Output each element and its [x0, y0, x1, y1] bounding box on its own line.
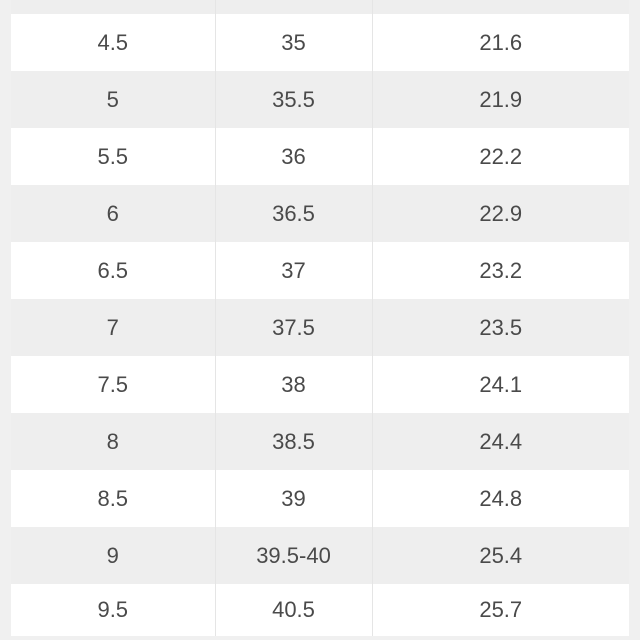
- table-row: 5 35.5 21.9: [11, 71, 629, 128]
- size-eu-cell: 37.5: [215, 299, 372, 356]
- table-row: 7 37.5 23.5: [11, 299, 629, 356]
- length-cm-cell: 25.7: [372, 584, 629, 636]
- size-table-container: 4.5 35 21.6 5 35.5 21.9 5.5 36 22.2 6 36…: [11, 0, 629, 636]
- length-cm-cell: 24.8: [372, 470, 629, 527]
- size-eu-cell: 38: [215, 356, 372, 413]
- table-row: 6.5 37 23.2: [11, 242, 629, 299]
- size-us-cell: 9.5: [11, 584, 215, 636]
- size-us-cell: 7: [11, 299, 215, 356]
- size-eu-cell: 37: [215, 242, 372, 299]
- length-cm-cell: 22.9: [372, 185, 629, 242]
- size-us-cell: 8.5: [11, 470, 215, 527]
- size-us-cell: 4.5: [11, 14, 215, 71]
- size-us-cell: 7.5: [11, 356, 215, 413]
- length-cm-cell: 24.1: [372, 356, 629, 413]
- length-cm-cell: 21.9: [372, 71, 629, 128]
- size-us-cell: 8: [11, 413, 215, 470]
- size-us-cell: 5: [11, 71, 215, 128]
- table-row: 9 39.5-40 25.4: [11, 527, 629, 584]
- size-table: 4.5 35 21.6 5 35.5 21.9 5.5 36 22.2 6 36…: [11, 0, 629, 636]
- size-eu-cell: 39: [215, 470, 372, 527]
- table-header-sliver: [11, 0, 629, 14]
- size-eu-cell: 35.5: [215, 71, 372, 128]
- table-row: 9.5 40.5 25.7: [11, 584, 629, 636]
- size-eu-cell: 39.5-40: [215, 527, 372, 584]
- size-us-cell: 9: [11, 527, 215, 584]
- size-us-cell: 6: [11, 185, 215, 242]
- size-eu-cell: 36: [215, 128, 372, 185]
- size-us-cell: 6.5: [11, 242, 215, 299]
- size-eu-cell: 38.5: [215, 413, 372, 470]
- length-cm-cell: 25.4: [372, 527, 629, 584]
- size-eu-cell: 35: [215, 14, 372, 71]
- table-row: 7.5 38 24.1: [11, 356, 629, 413]
- header-cell: [372, 0, 629, 14]
- size-us-cell: 5.5: [11, 128, 215, 185]
- length-cm-cell: 24.4: [372, 413, 629, 470]
- length-cm-cell: 23.5: [372, 299, 629, 356]
- length-cm-cell: 22.2: [372, 128, 629, 185]
- length-cm-cell: 21.6: [372, 14, 629, 71]
- table-row: 5.5 36 22.2: [11, 128, 629, 185]
- length-cm-cell: 23.2: [372, 242, 629, 299]
- table-row: 4.5 35 21.6: [11, 14, 629, 71]
- table-row: 8.5 39 24.8: [11, 470, 629, 527]
- header-cell: [11, 0, 215, 14]
- size-eu-cell: 40.5: [215, 584, 372, 636]
- table-row: 8 38.5 24.4: [11, 413, 629, 470]
- table-row: 6 36.5 22.9: [11, 185, 629, 242]
- header-cell: [215, 0, 372, 14]
- size-eu-cell: 36.5: [215, 185, 372, 242]
